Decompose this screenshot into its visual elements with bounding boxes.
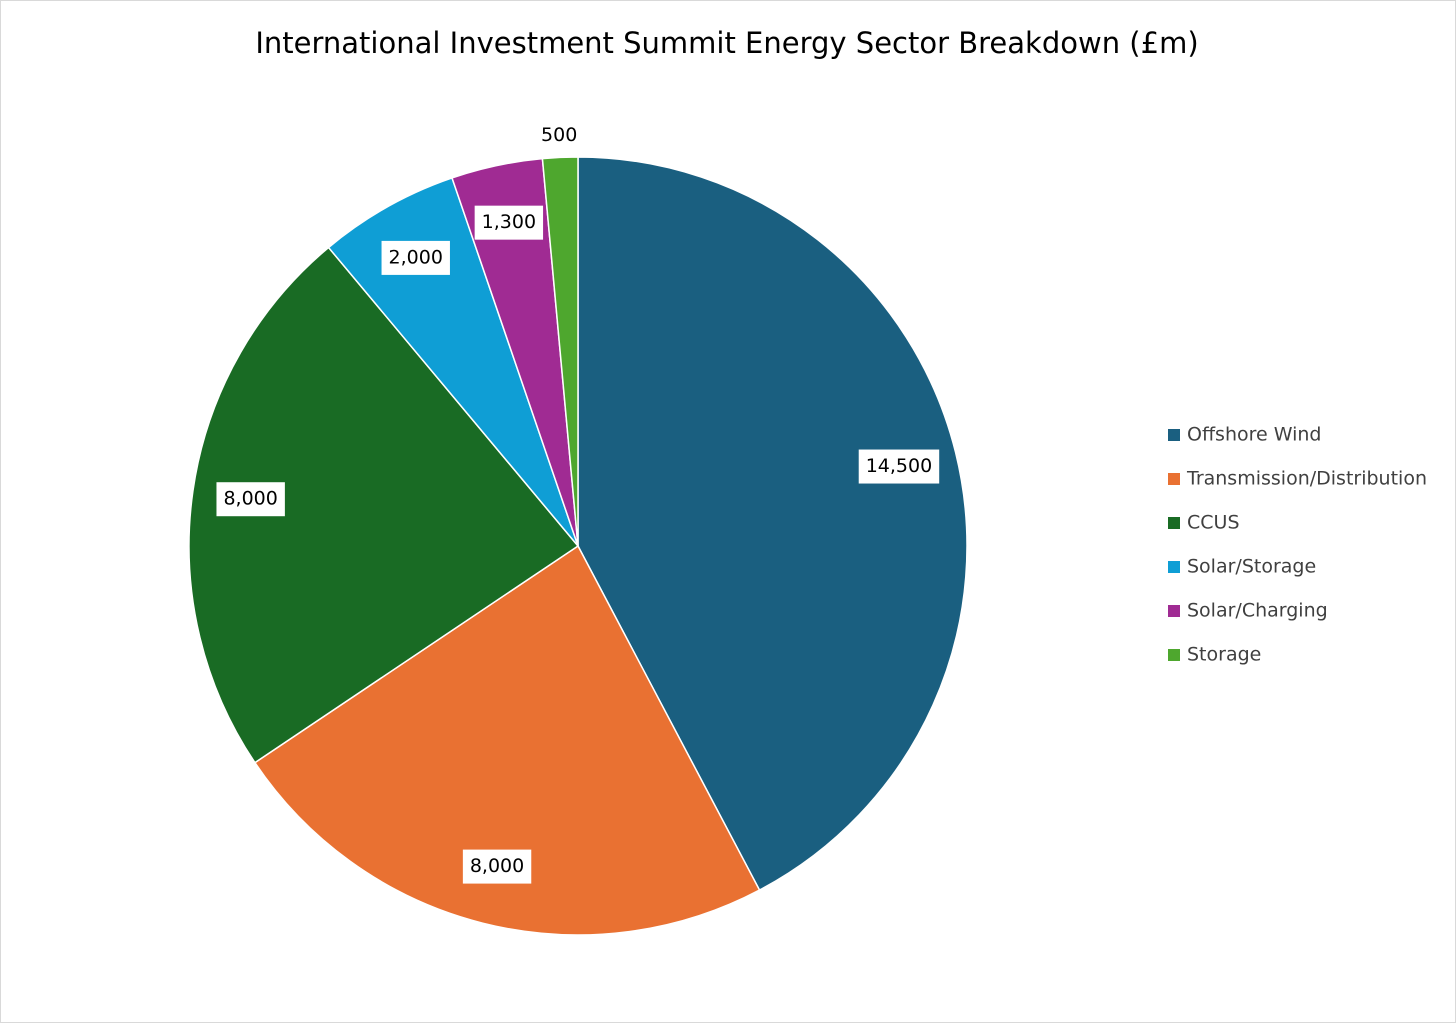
pie-slice [253,544,761,936]
value-label-text: 2,000 [389,246,443,268]
legend-swatch [1168,561,1180,573]
legend-text: Transmission/Distribution [1186,468,1427,490]
value-label-box [462,849,532,884]
pie-slice [541,156,579,547]
value-label-text: 8,000 [470,855,524,877]
value-label-text: 14,500 [866,455,932,477]
legend-text: CCUS [1187,512,1240,534]
legend-swatch [1168,649,1180,661]
legend-text: Solar/Storage [1187,556,1316,578]
value-label: 1,300 [474,205,544,240]
value-label: 500 [541,124,577,146]
value-label-box [474,205,544,240]
value-label: 8,000 [216,482,285,517]
pie-slice [577,156,968,892]
value-label: 14,500 [858,449,940,484]
legend-swatch [1168,605,1180,617]
legend-text: Offshore Wind [1187,424,1321,446]
value-label-text: 500 [541,124,577,146]
value-label-text: 1,300 [482,211,536,233]
legend-swatch [1168,473,1180,485]
legend-swatch [1168,429,1180,441]
value-label-box [381,240,450,275]
pie-slice [188,246,580,764]
legend-swatch [1168,517,1180,529]
legend-text: Solar/Charging [1187,600,1328,622]
legend-text: Storage [1187,644,1261,666]
value-label: 2,000 [381,240,450,275]
value-label-box [216,482,285,517]
value-label-text: 8,000 [223,488,277,510]
chart-title: International Investment Summit Energy S… [255,26,1198,60]
value-label: 8,000 [462,849,532,884]
value-label-box [858,449,940,484]
